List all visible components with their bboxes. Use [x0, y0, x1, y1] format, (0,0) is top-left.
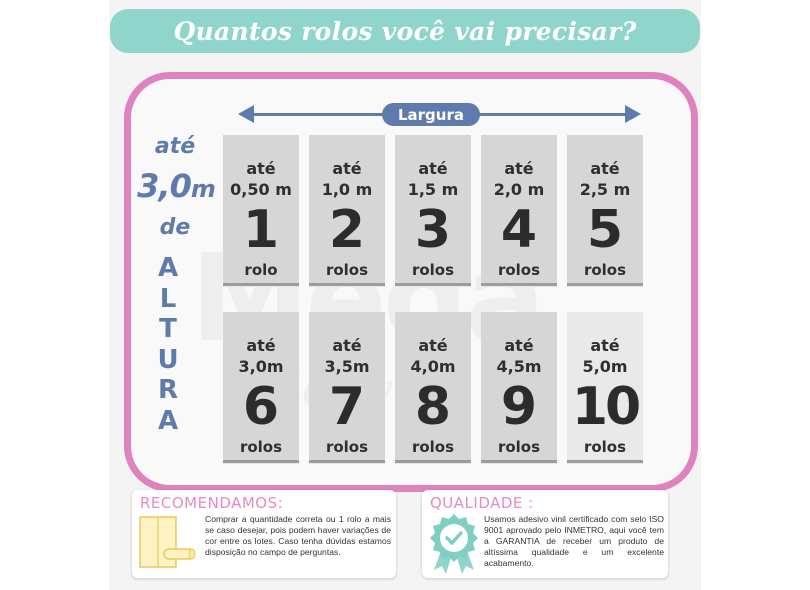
card-ate: até — [504, 336, 534, 355]
card-count: 5 — [586, 200, 624, 260]
roll-card: até 2,0 m 4 rolos — [481, 135, 557, 286]
card-size: 4,0m — [410, 357, 456, 376]
card-size: 3,0m — [238, 357, 284, 376]
wall-roll-icon — [139, 516, 196, 568]
height-letter: T — [159, 314, 177, 344]
card-size: 1,5 m — [407, 180, 459, 199]
card-ate: até — [418, 159, 448, 178]
card-size: 4,5m — [496, 357, 542, 376]
card-ate: até — [504, 159, 534, 178]
card-size: 0,50 m — [230, 180, 292, 199]
card-ate: até — [418, 336, 448, 355]
roll-card: até 5,0m 10 rolos — [567, 312, 643, 463]
card-unit: rolos — [497, 261, 541, 279]
height-number: 3,0 — [137, 167, 192, 205]
roll-card: até 1,5 m 3 rolos — [395, 135, 471, 286]
height-value: 3,0m — [134, 167, 218, 205]
card-size: 2,0 m — [493, 180, 545, 199]
height-letter: L — [159, 283, 177, 314]
roll-card: até 0,50 m 1 rolo — [223, 135, 299, 286]
card-size: 2,5 m — [579, 180, 631, 199]
card-unit: rolos — [411, 261, 455, 279]
card-count: 7 — [328, 377, 366, 437]
height-unit: m — [190, 175, 216, 203]
quality-box: QUALIDADE : Usamos adesivo vinil certifi… — [422, 490, 668, 578]
card-size: 5,0m — [582, 357, 628, 376]
height-de-label: de — [159, 215, 191, 240]
card-count: 10 — [571, 377, 641, 437]
card-count: 2 — [328, 200, 366, 260]
card-ate: até — [590, 159, 620, 178]
card-unit: rolos — [583, 261, 627, 279]
quality-text: Usamos adesivo vinil certificado com sel… — [484, 514, 664, 568]
recommend-box: RECOMENDAMOS: Comprar a quantidade corre… — [132, 490, 396, 578]
card-ate: até — [590, 336, 620, 355]
arrow-left-icon — [238, 105, 254, 123]
width-label: Largura — [382, 103, 480, 126]
card-count: 3 — [414, 200, 452, 260]
card-unit: rolos — [583, 438, 627, 456]
roll-card: até 4,5m 9 rolos — [481, 312, 557, 463]
card-unit: rolos — [239, 438, 283, 456]
height-letter: R — [157, 375, 179, 405]
card-ate: até — [246, 159, 276, 178]
roll-card: até 3,5m 7 rolos — [309, 312, 385, 463]
card-count: 4 — [500, 200, 538, 260]
recommend-title: RECOMENDAMOS: — [140, 494, 284, 512]
card-ate: até — [332, 336, 362, 355]
card-count: 6 — [242, 377, 280, 437]
card-unit: rolos — [497, 438, 541, 456]
header-banner: Quantos rolos você vai precisar? — [110, 9, 700, 53]
card-count: 9 — [500, 377, 538, 437]
roll-card: até 2,5 m 5 rolos — [567, 135, 643, 286]
card-unit: rolos — [325, 261, 369, 279]
quality-title: QUALIDADE : — [430, 494, 534, 512]
height-letter: A — [157, 253, 179, 283]
recommend-text: Comprar a quantidade correta ou 1 rolo a… — [205, 514, 391, 557]
roll-card: até 4,0m 8 rolos — [395, 312, 471, 463]
roll-card: até 3,0m 6 rolos — [223, 312, 299, 463]
card-ate: até — [246, 336, 276, 355]
card-unit: rolos — [325, 438, 369, 456]
card-count: 8 — [414, 377, 452, 437]
arrow-right-icon — [625, 105, 641, 123]
page-title: Quantos rolos você vai precisar? — [173, 16, 637, 46]
card-unit: rolo — [244, 261, 278, 279]
card-unit: rolos — [411, 438, 455, 456]
height-word: A L T U R A — [150, 253, 186, 436]
height-letter: A — [157, 405, 179, 436]
height-ate-label: até — [154, 134, 196, 159]
card-size: 3,5m — [324, 357, 370, 376]
height-letter: U — [157, 344, 179, 375]
card-ate: até — [332, 159, 362, 178]
quality-badge-icon — [430, 514, 478, 574]
card-size: 1,0 m — [321, 180, 373, 199]
roll-card: até 1,0 m 2 rolos — [309, 135, 385, 286]
card-count: 1 — [242, 200, 280, 260]
